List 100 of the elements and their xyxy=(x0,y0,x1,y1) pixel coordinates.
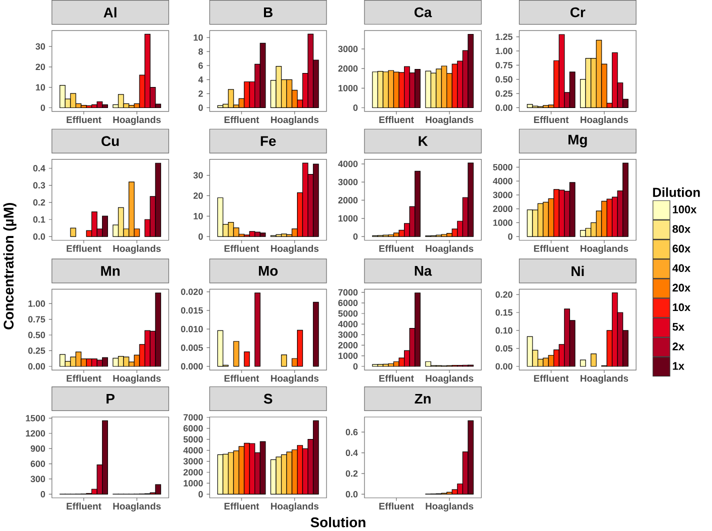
y-tick-label: 1.00 xyxy=(496,48,512,54)
chart-title: S xyxy=(264,394,272,404)
y-tick-label: 0.10 xyxy=(496,327,512,334)
y-tick-label: 0.25 xyxy=(496,90,512,97)
y-tick-label: 0.3 xyxy=(33,182,46,189)
y-tick-label: 3000 xyxy=(492,192,512,198)
x-tick-label: Hoaglands xyxy=(580,116,628,126)
chart-title: Ni xyxy=(572,266,584,276)
chart-title: Zn xyxy=(414,394,431,404)
y-tick-label: 300 xyxy=(30,476,46,482)
y-tick-label: 0 xyxy=(353,233,358,240)
y-tick-label: 900 xyxy=(30,445,46,452)
y-tick-label: 0.0 xyxy=(346,491,358,498)
y-tick-label: 10 xyxy=(194,213,203,220)
y-tick-label: 1000 xyxy=(338,352,358,360)
y-tick-label: 6 xyxy=(198,62,203,69)
y-tick-label: 10 xyxy=(36,84,46,91)
y-tick-label: 0.005 xyxy=(181,344,203,351)
chart-title: Mg xyxy=(568,134,587,148)
y-tick-label: 0.1 xyxy=(33,216,46,223)
chart-title: Na xyxy=(414,266,432,276)
y-tick-label: 0.4 xyxy=(346,450,358,456)
chart-title: P xyxy=(106,394,115,404)
y-tick-label: 0.75 xyxy=(28,316,46,323)
y-tick-label: 2000 xyxy=(338,197,358,204)
y-tick-label: 2000 xyxy=(338,65,358,72)
x-tick-label: Hoaglands xyxy=(426,502,474,512)
y-tick-label: 0.020 xyxy=(181,288,203,296)
chart-title: Cr xyxy=(570,7,586,18)
x-tick-label: Effluent xyxy=(379,116,414,124)
bar xyxy=(281,354,287,367)
x-tick-label: Hoaglands xyxy=(580,245,628,254)
y-tick-label: 4 xyxy=(198,76,204,83)
x-tick-label: Effluent xyxy=(534,374,569,382)
y-tick-label: 20 xyxy=(193,192,203,199)
y-tick-label: 600 xyxy=(30,460,46,468)
x-tick-label: Hoaglands xyxy=(426,116,474,126)
legend-label: 5x xyxy=(672,323,684,331)
y-tick-label: 4000 xyxy=(183,447,203,454)
legend-label: 1x xyxy=(672,362,684,370)
legend-label: 40x xyxy=(672,264,690,272)
x-tick-label: Effluent xyxy=(224,374,260,382)
x-tick-label: Effluent xyxy=(224,502,260,510)
x-tick-label: Hoaglands xyxy=(271,502,319,512)
y-tick-label: 0.75 xyxy=(496,62,512,68)
bar xyxy=(312,302,319,367)
y-tick-label: 5000 xyxy=(338,310,358,317)
y-tick-label: 0 xyxy=(198,233,203,240)
y-tick-label: 3000 xyxy=(338,332,358,338)
y-tick-label: 5000 xyxy=(183,436,203,443)
y-axis-title: Concentration (µM) xyxy=(3,203,16,330)
y-tick-label: 2000 xyxy=(493,206,512,212)
chart-title: Fe xyxy=(260,136,276,146)
chart-title: Al xyxy=(104,7,116,18)
y-tick-label: 10 xyxy=(194,34,203,41)
y-tick-label: 0.2 xyxy=(346,470,358,477)
y-tick-label: 8 xyxy=(198,48,203,55)
y-tick-label: 30 xyxy=(193,172,203,179)
y-tick-label: 1000 xyxy=(184,480,203,486)
x-tick-label: Effluent xyxy=(66,116,102,124)
x-tick-label: Effluent xyxy=(66,245,102,252)
x-tick-label: Effluent xyxy=(379,245,414,252)
x-tick-label: Effluent xyxy=(534,245,569,252)
chart-title: Cu xyxy=(102,136,119,146)
legend-label: 60x xyxy=(672,244,690,253)
y-tick-label: 4000 xyxy=(338,160,358,168)
y-tick-label: 1.00 xyxy=(28,300,46,307)
chart-title: K xyxy=(418,136,428,146)
legend-label: 80x xyxy=(672,225,690,233)
y-tick-label: 0.00 xyxy=(496,363,512,370)
x-tick-label: Effluent xyxy=(379,374,414,382)
x-tick-label: Effluent xyxy=(66,374,102,382)
bar xyxy=(70,228,76,237)
x-tick-label: Hoaglands xyxy=(113,116,161,126)
legend-label: 10x xyxy=(672,303,690,312)
x-tick-label: Hoaglands xyxy=(271,374,319,384)
y-tick-label: 30 xyxy=(36,43,46,50)
y-tick-label: 0.25 xyxy=(28,348,46,354)
y-tick-label: 20 xyxy=(36,64,46,70)
bar xyxy=(254,292,260,367)
y-tick-label: 0 xyxy=(198,491,203,498)
x-tick-label: Hoaglands xyxy=(426,245,474,254)
y-tick-label: 2000 xyxy=(183,469,203,476)
x-tick-label: Effluent xyxy=(66,502,102,510)
y-tick-label: 0.4 xyxy=(33,165,46,172)
y-tick-label: 0.0 xyxy=(33,233,46,240)
chart-title: Ca xyxy=(414,7,432,18)
y-tick-label: 0.010 xyxy=(181,326,203,332)
legend-label: 100x xyxy=(672,206,697,214)
y-tick-label: 1200 xyxy=(26,430,46,437)
y-tick-label: 0 xyxy=(40,491,46,498)
chart-title: Mn xyxy=(101,266,120,276)
x-tick-label: Effluent xyxy=(224,116,260,124)
x-tick-label: Effluent xyxy=(534,116,569,124)
x-tick-label: Hoaglands xyxy=(580,374,628,384)
y-tick-label: 0.6 xyxy=(346,429,358,436)
x-tick-label: Hoaglands xyxy=(113,502,161,512)
y-tick-label: 1000 xyxy=(338,215,358,222)
legend-label: 2x xyxy=(672,342,684,350)
y-tick-label: 3000 xyxy=(338,178,358,186)
